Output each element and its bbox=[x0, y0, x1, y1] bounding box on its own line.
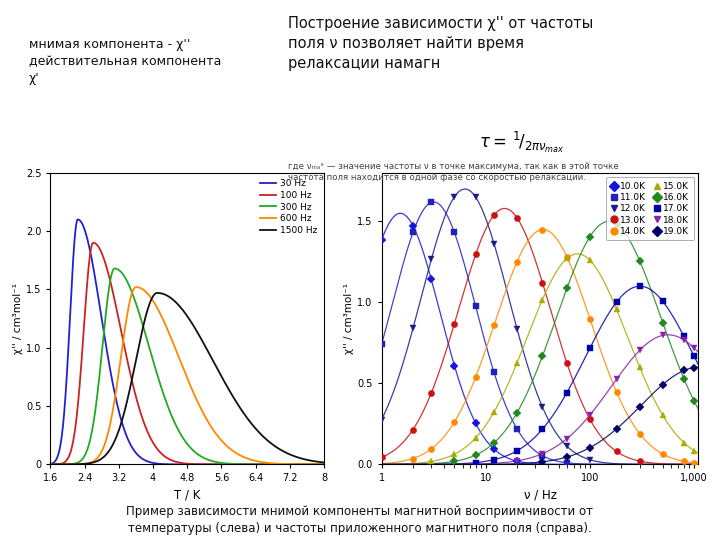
30 Hz bbox=[341, 461, 350, 468]
30 Hz bbox=[282, 461, 290, 468]
600 Hz bbox=[132, 284, 140, 291]
100 Hz bbox=[76, 371, 85, 377]
300 Hz bbox=[176, 431, 185, 437]
Text: Построение зависимости χ'' от частоты
поля ν позволяет найти время
релаксации на: Построение зависимости χ'' от частоты по… bbox=[288, 16, 593, 71]
300 Hz bbox=[282, 461, 290, 468]
300 Hz bbox=[166, 409, 174, 415]
Line: 100 Hz: 100 Hz bbox=[50, 243, 346, 464]
Text: мнимая компонента - χ''
действительная компонента
χ': мнимая компонента - χ'' действительная к… bbox=[29, 38, 221, 85]
30 Hz bbox=[166, 461, 174, 468]
600 Hz bbox=[276, 461, 285, 467]
600 Hz bbox=[282, 461, 290, 467]
100 Hz bbox=[282, 461, 290, 468]
600 Hz bbox=[166, 332, 174, 339]
Legend: 10.0K, 11.0K, 12.0K, 13.0K, 14.0K, 15.0K, 16.0K, 17.0K, 18.0K, 19.0K: 10.0K, 11.0K, 12.0K, 13.0K, 14.0K, 15.0K… bbox=[606, 177, 694, 240]
30 Hz bbox=[249, 461, 258, 468]
300 Hz bbox=[276, 461, 285, 468]
300 Hz bbox=[46, 461, 55, 468]
Text: где νₘₐˣ — значение частоты ν в точке максимума, так как в этой точке
частота по: где νₘₐˣ — значение частоты ν в точке ма… bbox=[288, 162, 618, 182]
1500 Hz bbox=[153, 289, 161, 296]
100 Hz bbox=[341, 461, 350, 468]
30 Hz bbox=[46, 461, 55, 467]
Text: $\tau = \,^{1\!}/_{2\pi\nu_{max}}$: $\tau = \,^{1\!}/_{2\pi\nu_{max}}$ bbox=[479, 130, 564, 155]
100 Hz bbox=[176, 460, 185, 466]
1500 Hz bbox=[166, 294, 174, 301]
100 Hz bbox=[249, 461, 258, 468]
300 Hz bbox=[110, 265, 119, 272]
1500 Hz bbox=[176, 304, 185, 310]
1500 Hz bbox=[76, 461, 85, 467]
100 Hz bbox=[166, 456, 174, 463]
30 Hz bbox=[76, 218, 85, 225]
Line: 300 Hz: 300 Hz bbox=[50, 268, 346, 464]
1500 Hz bbox=[341, 461, 350, 467]
1500 Hz bbox=[249, 423, 258, 429]
X-axis label: T / K: T / K bbox=[174, 489, 200, 502]
600 Hz bbox=[46, 461, 55, 468]
Y-axis label: χ'' / cm³mol⁻¹: χ'' / cm³mol⁻¹ bbox=[13, 283, 23, 354]
1500 Hz bbox=[282, 449, 290, 456]
30 Hz bbox=[73, 216, 82, 222]
600 Hz bbox=[176, 359, 185, 365]
600 Hz bbox=[249, 457, 258, 463]
30 Hz bbox=[276, 461, 285, 468]
Line: 600 Hz: 600 Hz bbox=[50, 287, 346, 464]
600 Hz bbox=[341, 461, 350, 468]
100 Hz bbox=[46, 461, 55, 468]
Y-axis label: χ'' / cm³mol⁻¹: χ'' / cm³mol⁻¹ bbox=[344, 283, 354, 354]
Text: Пример зависимости мнимой компоненты магнитной восприимчивости от
температуры (с: Пример зависимости мнимой компоненты маг… bbox=[127, 504, 593, 535]
100 Hz bbox=[276, 461, 285, 468]
Line: 1500 Hz: 1500 Hz bbox=[50, 293, 346, 464]
30 Hz bbox=[176, 461, 185, 468]
Line: 30 Hz: 30 Hz bbox=[50, 219, 346, 464]
300 Hz bbox=[249, 461, 258, 468]
300 Hz bbox=[76, 458, 85, 464]
Legend: 30 Hz, 100 Hz, 300 Hz, 600 Hz, 1500 Hz: 30 Hz, 100 Hz, 300 Hz, 600 Hz, 1500 Hz bbox=[256, 176, 321, 239]
1500 Hz bbox=[46, 461, 55, 468]
300 Hz bbox=[341, 461, 350, 468]
100 Hz bbox=[89, 240, 97, 246]
X-axis label: ν / Hz: ν / Hz bbox=[523, 489, 557, 502]
600 Hz bbox=[76, 461, 85, 468]
1500 Hz bbox=[276, 447, 285, 453]
